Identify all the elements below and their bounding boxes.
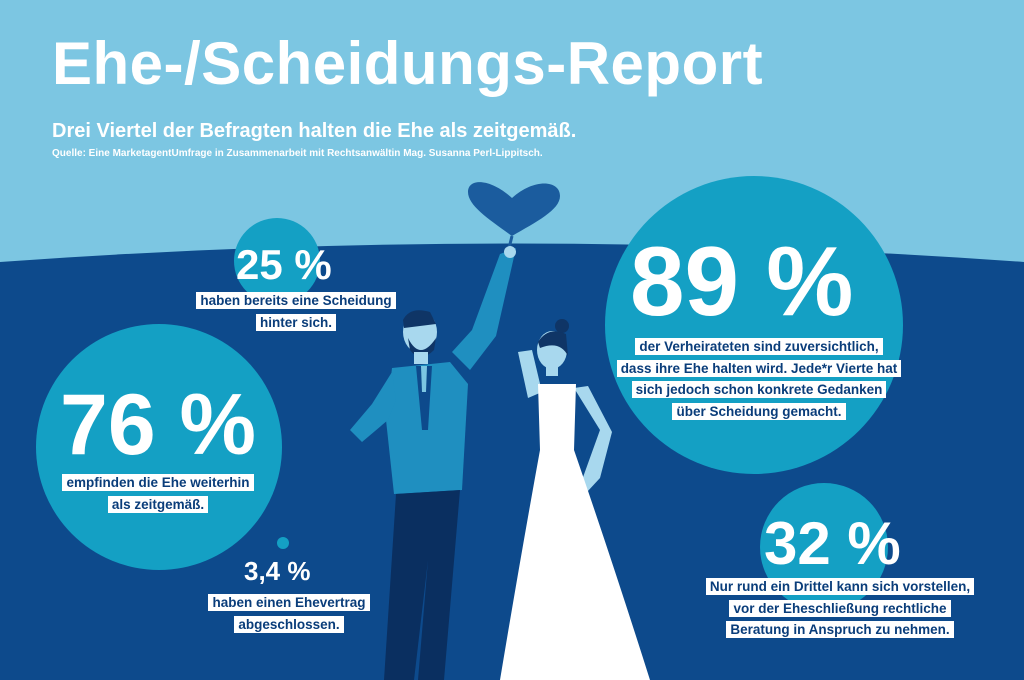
stat-value-89: 89 % bbox=[630, 226, 854, 336]
stat-circle-89 bbox=[605, 176, 903, 474]
stat-label-3-4-line-1: haben einen Ehevertrag bbox=[208, 594, 370, 611]
page-subtitle: Drei Viertel der Befragten halten die Eh… bbox=[52, 120, 577, 142]
source-note: Quelle: Eine MarketagentUmfrage in Zusam… bbox=[52, 148, 543, 159]
stat-circle-25 bbox=[234, 218, 320, 304]
stat-label-32-line-2: vor der Eheschließung rechtliche bbox=[729, 599, 951, 617]
stat-label-89-line-1: der Verheirateten sind zuversichtlich, bbox=[635, 338, 883, 355]
stat-label-32-line-3: Beratung in Anspruch zu nehmen. bbox=[726, 621, 954, 639]
stat-label-76-line-2: als zeitgemäß. bbox=[107, 495, 209, 513]
stat-label-25: haben bereits eine Scheidung hinter sich… bbox=[176, 290, 416, 333]
stat-label-89-line-2: dass ihre Ehe halten wird. Jede*r Vierte… bbox=[616, 359, 902, 377]
stat-label-89-line-3: sich jedoch schon konkrete Gedanken bbox=[631, 381, 887, 399]
stat-label-3-4: haben einen Ehevertrag abgeschlossen. bbox=[176, 592, 402, 635]
stat-label-76-line-1: empfinden die Ehe weiterhin bbox=[62, 474, 254, 491]
stat-label-32-line-1: Nur rund ein Drittel kann sich vorstelle… bbox=[705, 578, 975, 595]
stat-label-76: empfinden die Ehe weiterhin als zeitgemä… bbox=[42, 472, 274, 515]
stat-value-3-4: 3,4 % bbox=[244, 556, 311, 586]
stat-label-3-4-line-2: abgeschlossen. bbox=[234, 615, 344, 633]
stat-value-25: 25 % bbox=[236, 241, 332, 288]
stat-label-25-line-1: haben bereits eine Scheidung bbox=[196, 292, 396, 309]
stat-label-89: der Verheirateten sind zuversichtlich, d… bbox=[594, 336, 924, 422]
stat-label-25-line-2: hinter sich. bbox=[255, 313, 336, 331]
stat-label-89-line-4: über Scheidung gemacht. bbox=[672, 402, 846, 420]
stat-circle-76 bbox=[36, 324, 282, 570]
stat-dot-3-4 bbox=[277, 537, 289, 549]
stat-label-32: Nur rund ein Drittel kann sich vorstelle… bbox=[680, 576, 1000, 641]
heart-balloon-icon bbox=[468, 182, 560, 236]
page-title: Ehe-/Scheidungs-Report bbox=[52, 30, 764, 97]
stat-value-32: 32 % bbox=[764, 510, 901, 577]
stat-value-76: 76 % bbox=[60, 377, 257, 473]
